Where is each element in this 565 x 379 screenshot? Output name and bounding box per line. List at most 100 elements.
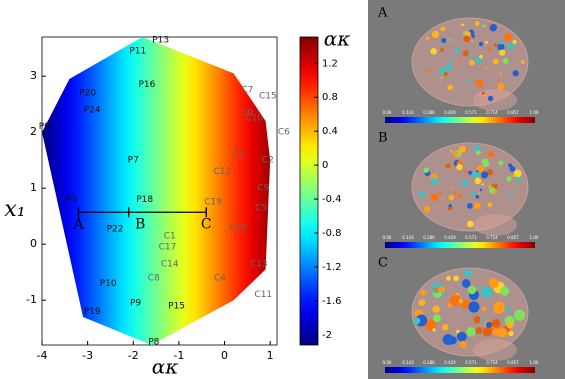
sphere: [447, 84, 453, 91]
point-label: C10: [245, 114, 263, 124]
sphere: [449, 59, 453, 63]
sphere: [470, 40, 474, 43]
sphere: [432, 328, 436, 332]
sphere: [514, 175, 521, 182]
sphere: [427, 68, 431, 72]
point-label: C: [201, 217, 212, 233]
sphere: [480, 286, 493, 299]
sphere: [485, 321, 493, 328]
sphere: [475, 194, 480, 199]
panel-colorbar-tick-label: 0.857: [507, 235, 519, 240]
point-label: P22: [107, 225, 124, 235]
sphere: [500, 286, 510, 296]
colorbar-tick-label: 0.8: [322, 92, 338, 103]
sphere: [467, 285, 477, 295]
panel-colorbar-tick-label: 0.00: [383, 360, 392, 365]
colorbar-tick-label: 1.2: [322, 58, 338, 69]
sphere: [423, 205, 431, 213]
point-label: C15: [259, 91, 277, 101]
sphere: [478, 41, 484, 47]
sphere: [449, 186, 453, 189]
colorbar-tick-label: -1.6: [322, 296, 342, 307]
sphere: [493, 43, 498, 47]
point-label: C14: [161, 259, 179, 269]
colorbar-tick-label: -1.2: [322, 262, 342, 273]
point-label: C2: [262, 156, 274, 166]
sphere: [430, 177, 438, 185]
sphere: [487, 95, 494, 102]
sphere: [464, 269, 473, 278]
panel-colorbar-tick-label: 1.00: [530, 360, 539, 365]
colorbar-tick-label: -0.4: [322, 194, 342, 205]
point-label: P24: [84, 105, 101, 115]
colorbar-tick-label: 0: [322, 160, 328, 171]
point-label: C11: [254, 290, 272, 300]
sphere: [461, 179, 469, 187]
point-label: P19: [84, 307, 101, 317]
panel-colorbar-tick-label: 0.857: [507, 110, 519, 115]
point-label: C5: [255, 203, 267, 213]
sphere: [445, 64, 452, 71]
panel-colorbar-tick-label: 0.143: [402, 360, 414, 365]
sphere: [487, 169, 494, 176]
sphere: [439, 190, 443, 195]
colorbar: [299, 36, 319, 346]
sphere: [498, 160, 504, 166]
sphere: [487, 23, 491, 27]
x-tick-label: -3: [82, 349, 93, 362]
point-label: P10: [100, 279, 117, 289]
sphere: [512, 70, 519, 77]
sphere: [441, 323, 449, 331]
point-label: P11: [129, 47, 146, 57]
sphere: [450, 149, 454, 154]
sphere: [433, 286, 438, 292]
sphere: [475, 150, 481, 155]
panel-colorbar-tick-label: 1.00: [530, 235, 539, 240]
panel-colorbar: [385, 242, 535, 248]
sphere: [509, 165, 516, 172]
panel-colorbar-tick-label: 0.714: [486, 360, 498, 365]
point-label: C9: [257, 184, 269, 194]
point-label: C17: [159, 243, 177, 253]
sphere: [484, 67, 488, 70]
sphere: [462, 50, 469, 57]
sphere: [456, 331, 467, 342]
panel-label: C: [378, 256, 388, 271]
sphere: [502, 57, 509, 65]
point-label: C8: [148, 273, 160, 283]
point-label: C3: [232, 150, 244, 160]
sphere: [458, 145, 467, 153]
sphere: [487, 202, 493, 208]
sphere: [413, 317, 421, 325]
point-label: B: [135, 217, 145, 233]
sphere: [487, 151, 495, 158]
sphere: [460, 23, 463, 26]
sphere: [423, 167, 430, 174]
panel-colorbar-tick-label: 0.571: [465, 360, 477, 365]
sphere: [493, 301, 505, 314]
sphere: [440, 47, 445, 52]
sphere: [480, 318, 484, 323]
x-tick-label: 0: [221, 349, 228, 362]
panel-colorbar-tick-label: 0.00: [383, 235, 392, 240]
sphere: [426, 36, 430, 40]
sphere: [462, 23, 465, 27]
y-tick-label: 3: [30, 69, 37, 82]
y-tick-label: 0: [30, 237, 37, 250]
sphere: [466, 327, 476, 337]
panel-label: A: [377, 6, 388, 21]
sphere: [469, 59, 475, 66]
sphere: [474, 177, 482, 185]
sphere: [485, 40, 488, 44]
sphere: [464, 170, 468, 173]
region: [42, 37, 271, 345]
sphere: [511, 174, 516, 178]
point-label: P18: [136, 195, 153, 205]
sphere: [438, 286, 446, 294]
point-label: C13: [250, 259, 268, 269]
sphere: [468, 53, 472, 58]
point-label: C0: [241, 108, 253, 118]
point-label: C12: [213, 167, 231, 177]
panel-colorbar-tick-label: 0.857: [507, 360, 519, 365]
sphere: [430, 193, 439, 202]
